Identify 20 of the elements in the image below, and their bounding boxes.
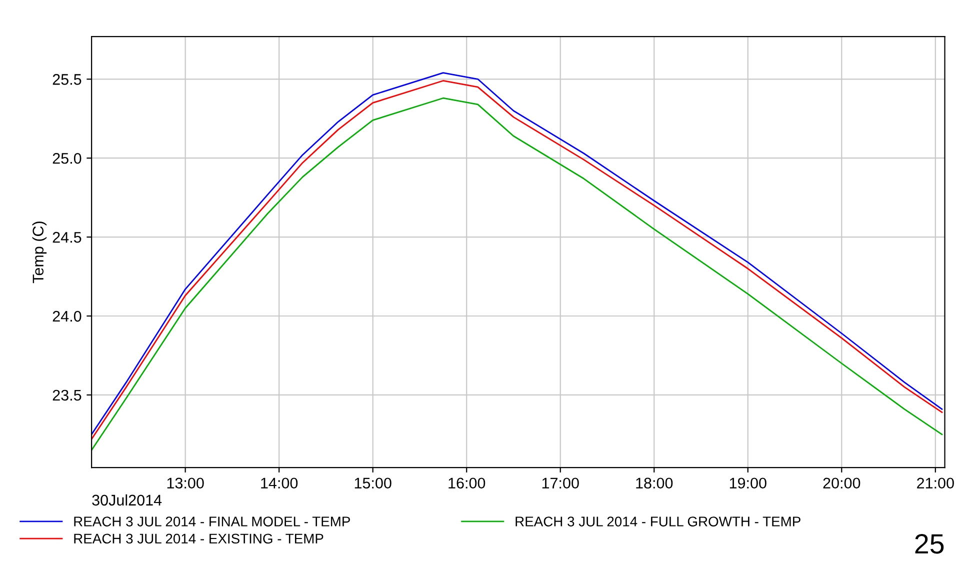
y-tick-label: 24.0 [52,310,82,322]
y-tick-label: 23.5 [52,390,82,401]
y-tick-label: 25.0 [52,152,82,164]
x-tick-label: 13:00 [167,478,204,489]
x-tick-label: 15:00 [354,478,392,489]
x-tick-label: 20:00 [823,478,860,489]
y-tick-label: 25.5 [52,74,82,85]
y-tick-label: 24.5 [52,232,82,243]
x-tick-label: 19:00 [730,478,766,489]
x-tick-label: 16:00 [448,478,486,489]
x-tick-label: 14:00 [261,478,298,489]
legend-label: REACH 3 JUL 2014 - FULL GROWTH - TEMP [516,516,800,526]
text: 30Jul2014 [92,494,162,506]
x-tick-label: 18:00 [636,478,673,489]
legend-label: REACH 3 JUL 2014 - FINAL MODEL - TEMP [74,516,350,526]
text: 25 [915,534,944,554]
legend-label: REACH 3 JUL 2014 - EXISTING - TEMP [74,534,324,544]
x-tick-label: 21:00 [917,478,954,489]
x-tick-label: 17:00 [542,478,579,489]
y-axis-title: Temp (C) [32,222,47,284]
